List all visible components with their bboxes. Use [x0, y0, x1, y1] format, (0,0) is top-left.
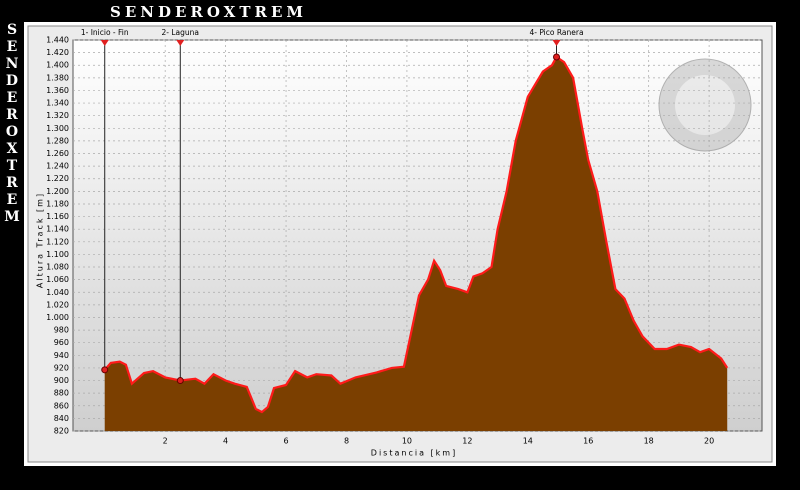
x-tick-label: 18 [644, 437, 654, 446]
y-tick-label: 1.400 [46, 61, 69, 70]
y-tick-label: 880 [54, 389, 69, 398]
y-axis-label: Altura Track [m] [36, 192, 45, 288]
x-tick-label: 2 [163, 437, 168, 446]
y-tick-label: 1.260 [46, 149, 69, 158]
profile-line [103, 55, 729, 414]
waypoint-flag [176, 40, 185, 46]
y-tick-label: 1.220 [46, 174, 69, 183]
x-tick-label: 10 [402, 437, 412, 446]
area-fill [104, 57, 728, 431]
y-tick-label: 1.100 [46, 250, 69, 259]
chart-title: SENDEROXTREM [110, 3, 307, 21]
waypoint-flag [100, 40, 109, 46]
x-tick-label: 8 [344, 437, 349, 446]
x-axis-label: Distancia [km] [371, 449, 457, 458]
y-tick-label: 1.060 [46, 275, 69, 284]
waypoint-point [101, 366, 109, 374]
x-tick-label: 16 [583, 437, 593, 446]
waypoint-label: 1- Inicio - Fin [81, 28, 129, 37]
y-tick-label: 1.240 [46, 162, 69, 171]
y-tick-label: 1.200 [46, 187, 69, 196]
waypoint-label: 2- Laguna [162, 28, 200, 37]
y-tick-label: 940 [54, 351, 69, 360]
y-tick-label: 900 [54, 376, 69, 385]
y-tick-label: 1.440 [46, 36, 69, 45]
y-tick-label: 1.080 [46, 263, 69, 272]
x-tick-label: 14 [523, 437, 533, 446]
y-tick-label: 1.380 [46, 73, 69, 82]
y-tick-label: 1.040 [46, 288, 69, 297]
x-tick-label: 4 [223, 437, 228, 446]
y-tick-label: 1.180 [46, 199, 69, 208]
y-tick-label: 840 [54, 414, 69, 423]
y-tick-label: 980 [54, 326, 69, 335]
x-tick-label: 6 [283, 437, 288, 446]
y-tick-label: 860 [54, 401, 69, 410]
y-tick-label: 1.140 [46, 225, 69, 234]
x-tick-label: 12 [462, 437, 472, 446]
y-tick-label: 1.360 [46, 86, 69, 95]
logo [658, 58, 752, 152]
y-tick-label: 1.340 [46, 99, 69, 108]
waypoint-flag [552, 40, 561, 46]
waypoint-label: 4- Pico Ranera [529, 28, 583, 37]
y-tick-label: 1.300 [46, 124, 69, 133]
y-tick-label: 1.020 [46, 300, 69, 309]
waypoint-point [176, 377, 184, 385]
side-brand: SENDEROXTREM [4, 22, 20, 226]
x-tick-label: 20 [704, 437, 714, 446]
y-tick-label: 1.000 [46, 313, 69, 322]
y-tick-label: 1.160 [46, 212, 69, 221]
waypoint-point [553, 53, 561, 61]
y-tick-label: 1.120 [46, 237, 69, 246]
y-tick-label: 820 [54, 427, 69, 436]
y-tick-label: 1.320 [46, 111, 69, 120]
y-tick-label: 1.280 [46, 136, 69, 145]
y-tick-label: 920 [54, 363, 69, 372]
y-tick-label: 960 [54, 338, 69, 347]
y-tick-label: 1.420 [46, 48, 69, 57]
